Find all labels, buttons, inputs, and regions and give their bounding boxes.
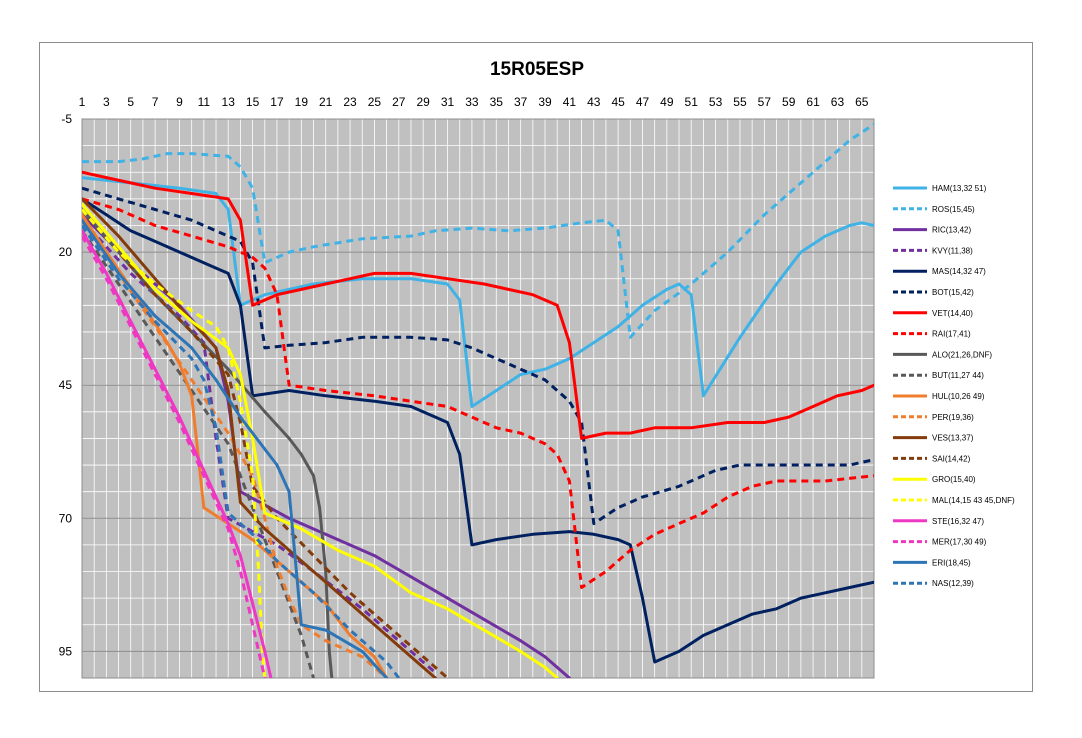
x-tick-label: 3 [103, 95, 110, 109]
x-tick-label: 27 [392, 95, 406, 109]
series-lines [82, 123, 874, 678]
x-tick-label: 19 [295, 95, 309, 109]
x-tick-label: 9 [176, 95, 183, 109]
x-tick-label: 23 [343, 95, 357, 109]
legend-entry-label: ROS(15,45) [932, 205, 975, 214]
x-tick-label: 37 [514, 95, 528, 109]
series-line [82, 219, 388, 678]
x-tick-label: 45 [611, 95, 625, 109]
legend-entry-label: BOT(15,42) [932, 288, 974, 297]
series-line [82, 229, 273, 678]
x-tick-label: 55 [733, 95, 747, 109]
legend-entry-label: STE(16,32 47) [932, 517, 984, 526]
legend-entry-label: ERI(18,45) [932, 558, 971, 567]
x-tick-label: 39 [538, 95, 552, 109]
legend-entry-label: ALO(21,26,DNF) [932, 350, 992, 359]
y-tick-label: 95 [59, 644, 73, 658]
x-tick-label: 17 [270, 95, 284, 109]
x-tick-label: 63 [831, 95, 845, 109]
legend-entry-label: HAM(13,32 51) [932, 184, 987, 193]
x-tick-label: 25 [368, 95, 382, 109]
legend-entry-label: MER(17,30 49) [932, 538, 987, 547]
series-line [82, 213, 389, 678]
x-tick-label: 1 [79, 95, 86, 109]
series-line [82, 197, 874, 664]
plot-area [82, 119, 874, 678]
x-axis-ticks: 1 3 5 7 9 11 13 15 17 19 21 23 25 27 29 31 33 35 37 39 41 43 4… [79, 95, 869, 109]
y-tick-label: 20 [59, 245, 73, 259]
x-tick-label: 21 [319, 95, 333, 109]
x-tick-label: 15 [246, 95, 260, 109]
x-tick-label: 29 [416, 95, 430, 109]
x-tick-label: 47 [636, 95, 650, 109]
x-tick-label: 31 [441, 95, 455, 109]
legend-entry-label: HUL(10,26 49) [932, 392, 985, 401]
x-tick-label: 51 [685, 95, 699, 109]
legend-entry-label: MAS(14,32 47) [932, 267, 986, 276]
series-line [82, 186, 874, 526]
series-line [82, 202, 559, 678]
y-tick-label: 45 [59, 378, 73, 392]
line-chart: 15R05ESP 1 3 5 7 9 11 13 15 17 19 21 23 25 27 29 31 33 35… [59, 59, 1015, 679]
x-tick-label: 5 [127, 95, 134, 109]
x-tick-label: 43 [587, 95, 601, 109]
x-tick-label: 41 [563, 95, 577, 109]
x-tick-label: 11 [198, 95, 211, 109]
x-tick-label: 53 [709, 95, 723, 109]
x-tick-label: 59 [782, 95, 796, 109]
legend-entry-label: SAI(14,42) [932, 454, 971, 463]
series-line [82, 219, 437, 674]
legend-entry-label: NAS(12,39) [932, 579, 974, 588]
y-tick-label: 70 [59, 511, 73, 525]
x-tick-label: 61 [806, 95, 820, 109]
legend: HAM(13,32 51) ROS(15,45) RIC(13,42) KVY(11,… [893, 184, 1015, 588]
legend-entry-label: BUT(11,27 44) [932, 371, 984, 380]
series-line [82, 235, 267, 678]
x-tick-label: 49 [660, 95, 674, 109]
series-line [82, 208, 449, 678]
chart-frame: 15R05ESP 1 3 5 7 9 11 13 15 17 19 21 23 25 27 29 31 33 35… [39, 42, 1033, 692]
chart-title: 15R05ESP [490, 59, 584, 80]
plot-border [81, 118, 875, 679]
legend-entry-label: GRO(15,40) [932, 475, 976, 484]
x-tick-label: 7 [152, 95, 159, 109]
series-line [82, 123, 874, 339]
series-line [82, 224, 400, 678]
legend-entry-label: KVY(11,38) [932, 246, 973, 255]
x-tick-label: 57 [758, 95, 772, 109]
legend-entry-label: MAL(14,15 43 45,DNF) [932, 496, 1015, 505]
series-line [82, 229, 315, 678]
x-tick-label: 65 [855, 95, 869, 109]
series-line [82, 197, 437, 678]
x-tick-label: 33 [465, 95, 479, 109]
y-axis-ticks: -5 20 45 70 95 [59, 112, 73, 658]
series-line [82, 208, 267, 678]
series-line [82, 176, 874, 408]
series-line [82, 197, 874, 589]
x-tick-label: 35 [490, 95, 504, 109]
series-line [82, 218, 389, 678]
y-tick-label: -5 [61, 112, 72, 126]
legend-entry-label: VES(13,37) [932, 434, 974, 443]
legend-entry-label: RIC(13,42) [932, 226, 971, 235]
x-tick-label: 13 [222, 95, 236, 109]
legend-entry-label: VET(14,40) [932, 309, 973, 318]
legend-entry-label: PER(19,36) [932, 413, 974, 422]
series-line [82, 170, 874, 440]
legend-entry-label: RAI(17,41) [932, 330, 971, 339]
